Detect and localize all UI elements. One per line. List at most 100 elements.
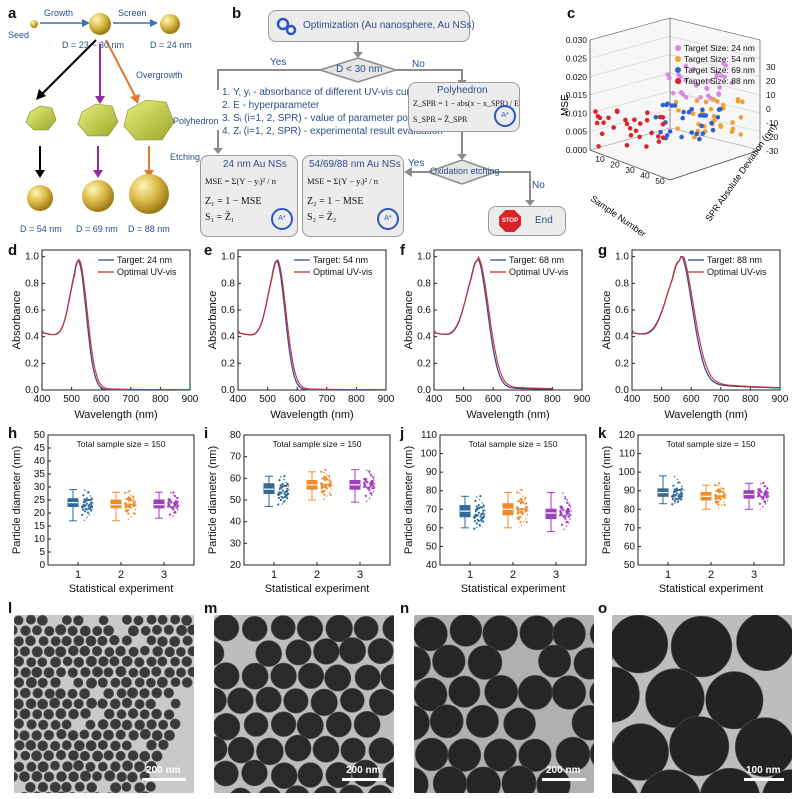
optimization-box: Optimization (Au nanosphere, Au NSs) xyxy=(268,10,475,42)
scale-bar xyxy=(542,778,586,781)
sample-point xyxy=(321,477,324,480)
nanoparticle xyxy=(139,728,151,740)
violin-outline xyxy=(759,482,770,510)
x-tick-label: 600 xyxy=(485,394,502,405)
x-axis-label: Statistical experiment xyxy=(265,583,370,595)
c-zlabel: MSE xyxy=(560,94,571,116)
nanoparticle xyxy=(32,709,43,720)
nanoparticle xyxy=(325,711,352,738)
legend-optimal-label: Optimal UV-vis xyxy=(509,267,569,277)
nanoparticle xyxy=(80,770,92,782)
nanoparticle xyxy=(182,635,193,646)
nanoparticle xyxy=(414,616,448,652)
optimal-curve xyxy=(41,258,190,391)
nanoparticle xyxy=(354,664,381,691)
y-tick-label: 0.8 xyxy=(221,278,235,289)
list-item-1: 1. Y, yᵢ - absorbance of different UV-vi… xyxy=(222,87,426,98)
sample-point xyxy=(86,511,90,514)
nanoparticle xyxy=(152,646,163,657)
grid-line xyxy=(589,90,671,114)
nanoparticle xyxy=(110,698,121,710)
scale-bar xyxy=(744,778,784,781)
violin-outline xyxy=(322,471,333,501)
sample-point xyxy=(671,503,674,506)
target-curve xyxy=(41,260,190,391)
sample-point xyxy=(83,510,87,513)
nanoparticle xyxy=(382,615,394,642)
panel-label-n: n xyxy=(400,600,410,617)
nanoparticle xyxy=(325,762,352,789)
nanoparticle xyxy=(26,719,37,730)
sample-point xyxy=(674,494,677,497)
scatter-point xyxy=(656,139,662,144)
scatter-point xyxy=(683,95,689,100)
nanoparticle xyxy=(110,782,122,793)
legend-marker xyxy=(675,67,681,73)
y-tick-label: 100 xyxy=(618,467,635,478)
x-tick-label: 2 xyxy=(314,569,320,581)
nanoparticle xyxy=(67,667,78,678)
nanoparticle xyxy=(483,738,517,772)
nanoparticle xyxy=(121,635,132,646)
nanoparticle xyxy=(14,709,18,720)
nanoparticle xyxy=(367,638,394,665)
scatter-point xyxy=(710,127,716,133)
poly-box-title: Polyhedron xyxy=(437,85,488,96)
sample-point xyxy=(84,504,87,507)
nanoparticle xyxy=(14,646,19,658)
no-label-2: No xyxy=(532,180,545,191)
y-axis-label: Absorbance xyxy=(601,291,613,350)
sample-point xyxy=(674,490,677,493)
sample-point xyxy=(715,489,718,493)
sample-point xyxy=(324,468,327,471)
nanoparticle xyxy=(187,624,194,636)
nanoparticle xyxy=(122,615,132,625)
y-tick-label: 110 xyxy=(619,449,635,460)
sample-point xyxy=(286,483,289,486)
scatter-point xyxy=(660,121,666,127)
nanoparticle xyxy=(270,711,297,737)
scatter-point xyxy=(716,107,722,112)
nanoparticle xyxy=(116,709,127,720)
sample-point xyxy=(718,482,721,485)
sample-point xyxy=(124,491,127,495)
nanoparticle xyxy=(14,687,19,699)
nanoparticle xyxy=(284,734,312,762)
nanoparticle xyxy=(85,635,97,647)
sample-point xyxy=(363,484,367,487)
sample-point xyxy=(279,484,282,487)
y-tick-label: -20 xyxy=(766,132,779,142)
y-tick-label: 0.0 xyxy=(221,385,235,396)
nanoparticle xyxy=(519,615,555,651)
nanoparticle xyxy=(50,677,61,688)
x-tick-label: 700 xyxy=(318,394,335,405)
mse2-eq: MSE = Σ(Y − yᵢ)² / n xyxy=(307,176,379,186)
sample-point xyxy=(673,499,677,502)
scatter-point xyxy=(700,107,705,112)
nanoparticle xyxy=(158,719,169,730)
sample-point xyxy=(722,487,725,490)
nanoparticle xyxy=(14,615,24,626)
sample-point xyxy=(279,498,283,502)
nanoparticle xyxy=(91,645,103,657)
nanoparticle xyxy=(14,729,19,741)
sample-point xyxy=(473,527,476,530)
nanoparticle xyxy=(85,740,97,752)
nanoparticle xyxy=(97,677,108,688)
optimal-curve xyxy=(237,259,386,391)
nanoparticle xyxy=(97,740,108,751)
nanoparticle xyxy=(56,728,67,740)
panel-label-c: c xyxy=(567,5,576,22)
sample-point xyxy=(372,484,375,488)
nanoparticle xyxy=(55,749,67,761)
grid-line xyxy=(589,72,671,96)
scatter-point xyxy=(729,129,735,135)
nanoparticle xyxy=(73,677,84,688)
nanoparticle xyxy=(552,617,586,651)
sample-point xyxy=(476,513,479,517)
nanoparticle xyxy=(49,697,61,709)
nanoparticle xyxy=(151,666,162,677)
nanoparticle xyxy=(45,791,52,793)
particle-88nm xyxy=(129,174,169,214)
scatter-point xyxy=(686,109,692,115)
